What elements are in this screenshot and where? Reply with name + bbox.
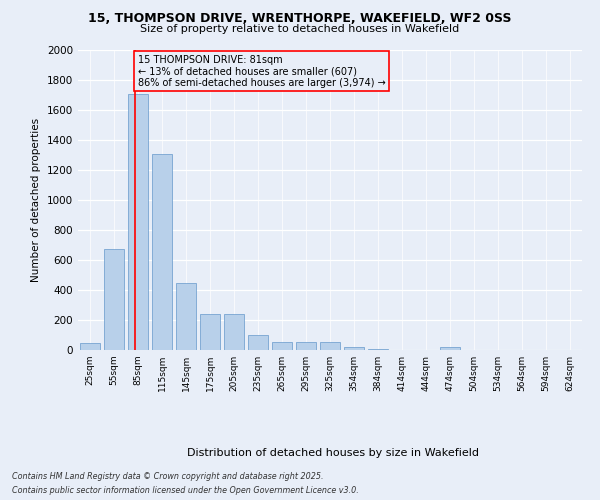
Bar	[200, 314, 220, 350]
Text: Size of property relative to detached houses in Wakefield: Size of property relative to detached ho…	[140, 24, 460, 34]
Text: Contains HM Land Registry data © Crown copyright and database right 2025.: Contains HM Land Registry data © Crown c…	[12, 472, 323, 481]
Bar	[80, 342, 100, 350]
Bar	[152, 154, 172, 350]
Bar	[176, 282, 196, 350]
Bar	[296, 342, 316, 350]
Bar	[224, 314, 244, 350]
Y-axis label: Number of detached properties: Number of detached properties	[31, 118, 41, 282]
Text: Distribution of detached houses by size in Wakefield: Distribution of detached houses by size …	[187, 448, 479, 458]
Bar	[344, 348, 364, 350]
Bar	[248, 335, 268, 350]
Text: 15 THOMPSON DRIVE: 81sqm
← 13% of detached houses are smaller (607)
86% of semi-: 15 THOMPSON DRIVE: 81sqm ← 13% of detach…	[137, 54, 385, 88]
Bar	[320, 342, 340, 350]
Text: Contains public sector information licensed under the Open Government Licence v3: Contains public sector information licen…	[12, 486, 359, 495]
Bar	[440, 348, 460, 350]
Text: 15, THOMPSON DRIVE, WRENTHORPE, WAKEFIELD, WF2 0SS: 15, THOMPSON DRIVE, WRENTHORPE, WAKEFIEL…	[88, 12, 512, 26]
Bar	[104, 249, 124, 350]
Bar	[128, 94, 148, 350]
Bar	[272, 342, 292, 350]
